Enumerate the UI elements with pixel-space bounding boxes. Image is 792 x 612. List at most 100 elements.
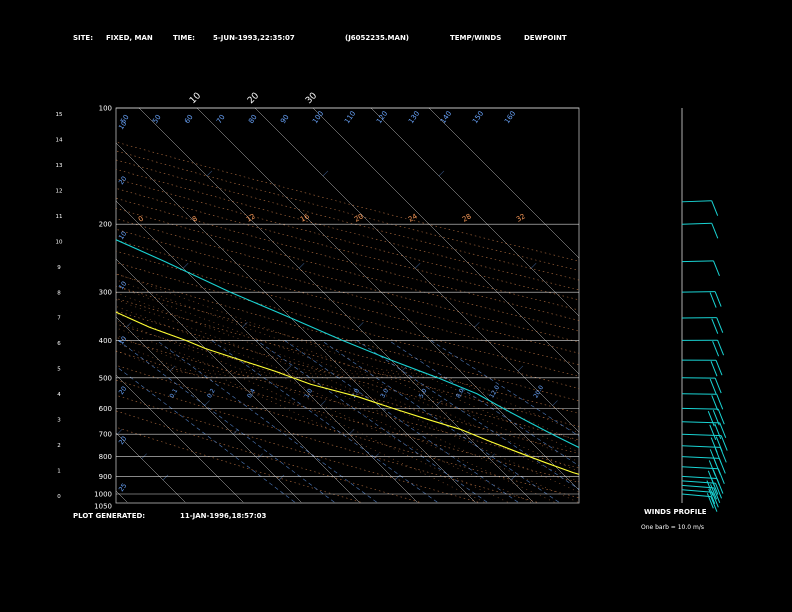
background-tick — [373, 453, 379, 459]
wind-barb-flag — [713, 487, 721, 504]
height-tick-label: 10 — [56, 239, 63, 245]
wind-barb-flag — [714, 291, 722, 307]
plot-generated-value: 11-JAN-1996,18:57:03 — [180, 512, 267, 520]
background-tick — [320, 400, 326, 406]
left-column-label: 20 — [117, 435, 128, 446]
background-tick — [348, 428, 355, 435]
wind-barb-shaft — [681, 407, 719, 410]
wind-barb-flag — [709, 378, 717, 395]
wind-barb-shaft — [681, 200, 712, 203]
background-tick — [89, 401, 94, 406]
dry-adiabat-line — [116, 394, 479, 503]
time-value: 5-JUN-1993,22:35:07 — [213, 34, 295, 42]
height-tick-label: 1 — [57, 469, 61, 475]
background-tick — [232, 428, 239, 435]
background-tick — [206, 170, 213, 177]
background-tick — [67, 263, 72, 268]
legend-temp-winds: TEMP/WINDS — [450, 34, 501, 42]
background-tick — [474, 322, 480, 328]
theta-tick-label: 90 — [279, 113, 291, 125]
isotherm-line — [312, 108, 579, 375]
isotherm-tick-label: 30 — [304, 91, 319, 106]
pressure-tick-label: 900 — [99, 473, 112, 481]
height-tick-label: 0 — [57, 494, 61, 500]
mixing-ratio-tick-label: 0.4 — [246, 387, 257, 399]
mixing-ratio-tick-label: 2.0 — [350, 387, 361, 399]
background-tick — [530, 262, 537, 269]
wind-barb-shaft — [681, 433, 722, 437]
isotherm-line — [196, 108, 579, 491]
wind-barb-flag — [715, 436, 723, 452]
moist-adiabat-line — [116, 350, 485, 503]
background-tick — [590, 322, 595, 327]
background-tick — [517, 365, 524, 372]
theta-tick-label: 60 — [183, 113, 195, 125]
isotherm-line — [370, 108, 579, 317]
pressure-tick-label: 300 — [99, 289, 112, 297]
height-tick-label: 14 — [56, 137, 63, 143]
background-tick — [358, 322, 364, 328]
pressure-tick-label: 1050 — [94, 503, 112, 511]
height-tick-label: 2 — [57, 443, 61, 449]
wind-barb-flag — [712, 260, 720, 277]
wind-barb-flag — [709, 449, 717, 465]
left-column-label: 20 — [117, 175, 128, 186]
site-value: FIXED, MAN — [106, 34, 153, 42]
dry-adiabat-line — [116, 364, 579, 499]
background-tick — [438, 170, 445, 177]
theta-tick-label: 100 — [311, 110, 325, 126]
pressure-tick-label: 600 — [99, 405, 112, 413]
wind-barb-flag — [711, 395, 719, 411]
isotherm-tick-label: 20 — [246, 91, 261, 106]
dry-adiabat-line — [116, 379, 537, 503]
mixing-ratio-tick-label: 12.0 — [488, 384, 501, 399]
background-tick — [91, 171, 96, 176]
left-column-label: 25 — [117, 482, 128, 493]
dry-adiabat-line — [116, 426, 361, 503]
left-column-label: 20 — [117, 385, 128, 396]
moist-adiabat-line — [116, 342, 508, 503]
theta-tick-label: 50 — [151, 113, 163, 125]
adiabat-tick-label: 24 — [407, 212, 419, 224]
plot-generated-label: PLOT GENERATED: — [73, 512, 145, 520]
background-tick — [126, 322, 132, 328]
mixing-ratio-tick-label: 0.1 — [168, 387, 179, 399]
mixing-ratio-line — [430, 340, 579, 437]
background-tick — [162, 474, 169, 481]
mixing-ratio-line — [284, 340, 519, 503]
background-tick — [322, 170, 329, 177]
site-label: SITE: — [73, 34, 93, 42]
background-tick — [401, 365, 408, 372]
height-tick-label: 9 — [57, 265, 61, 271]
isotherm-line — [116, 200, 418, 503]
moist-adiabat-line — [116, 320, 578, 503]
background-tick — [510, 474, 517, 481]
legend-dewpoint: DEWPOINT — [524, 34, 567, 42]
wind-barb-flag — [714, 377, 722, 394]
wind-barb-flag — [710, 484, 717, 500]
background-tick — [1, 429, 6, 434]
adiabat-tick-label: 0 — [137, 215, 145, 224]
height-tick-label: 8 — [57, 290, 61, 296]
moist-adiabat-line — [116, 313, 579, 493]
file-name: (J6052235.MAN) — [345, 34, 409, 42]
wind-barb-flag — [707, 410, 715, 427]
theta-tick-label: 110 — [343, 110, 357, 126]
wind-barb-flag — [709, 292, 717, 308]
background-tick — [278, 474, 285, 481]
theta-tick-label: 80 — [247, 113, 259, 125]
dry-adiabat-line — [116, 218, 579, 343]
background-tick — [464, 428, 471, 435]
mixing-ratio-line — [156, 340, 377, 503]
moist-adiabat-line — [116, 306, 579, 483]
background-tick — [627, 475, 632, 480]
dry-adiabat-line — [116, 410, 420, 503]
pressure-tick-label: 500 — [99, 374, 112, 382]
theta-tick-label: 130 — [407, 110, 421, 126]
wind-barb-flag — [714, 423, 722, 440]
left-column-label: 10 — [117, 335, 128, 346]
wind-barb-flag — [716, 317, 724, 333]
isotherm-line — [254, 108, 579, 433]
background-tick — [47, 475, 52, 480]
theta-tick-label: 50 — [119, 113, 131, 125]
